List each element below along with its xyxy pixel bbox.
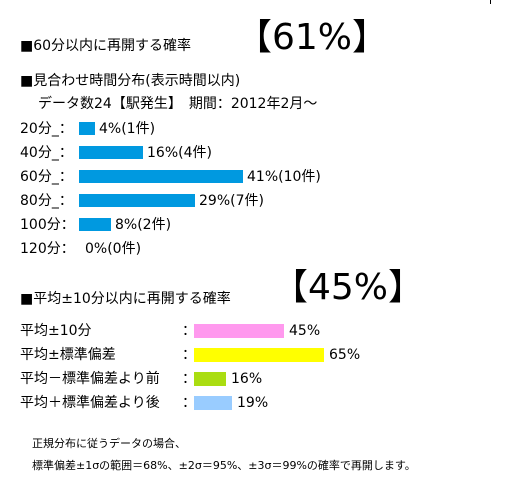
category-label: 平均±10分 <box>20 323 92 339</box>
data-label: 41%(10件) <box>247 169 321 185</box>
separator: ： <box>182 395 196 411</box>
bar <box>79 146 143 159</box>
bar <box>194 324 284 338</box>
section2-title: ■平均±10分以内に再開する確率 <box>20 291 231 307</box>
section1-title: ■60分以内に再開する確率 <box>20 38 192 54</box>
bar <box>194 372 226 386</box>
note-line2: 標準偏差±1σの範囲＝68%、±2σ＝95%、±3σ＝99%の確率で再開します。 <box>32 459 416 472</box>
separator: ： <box>182 323 196 339</box>
bar <box>79 170 243 183</box>
section1-probability: 【61%】 <box>236 17 389 58</box>
separator: ： <box>182 371 196 387</box>
category-label: 120分： <box>20 241 75 257</box>
category-label: 平均＋標準偏差より後 <box>20 395 160 411</box>
category-label: 20分_： <box>20 121 73 137</box>
bar <box>79 122 95 135</box>
data-label: 8%(2件) <box>115 217 172 233</box>
category-label: 平均－標準偏差より前 <box>20 371 160 387</box>
corner-tick <box>490 0 491 4</box>
bar <box>79 218 111 231</box>
data-label: 65% <box>329 347 361 363</box>
data-label: 19% <box>237 395 269 411</box>
bar <box>194 396 232 410</box>
distribution-subtitle: ■見合わせ時間分布(表示時間以内) <box>20 73 241 89</box>
data-label: 0%(0件) <box>85 241 142 257</box>
category-label: 40分_： <box>20 145 73 161</box>
data-label: 4%(1件) <box>99 121 156 137</box>
category-label: 60分_： <box>20 169 73 185</box>
data-label: 16%(4件) <box>147 145 212 161</box>
data-label: 16% <box>231 371 263 387</box>
separator: ： <box>182 347 196 363</box>
category-label: 80分_： <box>20 193 73 209</box>
note-line1: 正規分布に従うデータの場合、 <box>32 437 186 450</box>
bar <box>79 194 195 207</box>
category-label: 平均±標準偏差 <box>20 347 116 363</box>
data-label: 45% <box>289 323 321 339</box>
bar <box>194 348 324 362</box>
data-label: 29%(7件) <box>199 193 264 209</box>
section2-probability: 【45%】 <box>272 267 425 308</box>
category-label: 100分： <box>20 217 75 233</box>
data-info: データ数24【駅発生】 期間：2012年2月～ <box>38 96 318 112</box>
